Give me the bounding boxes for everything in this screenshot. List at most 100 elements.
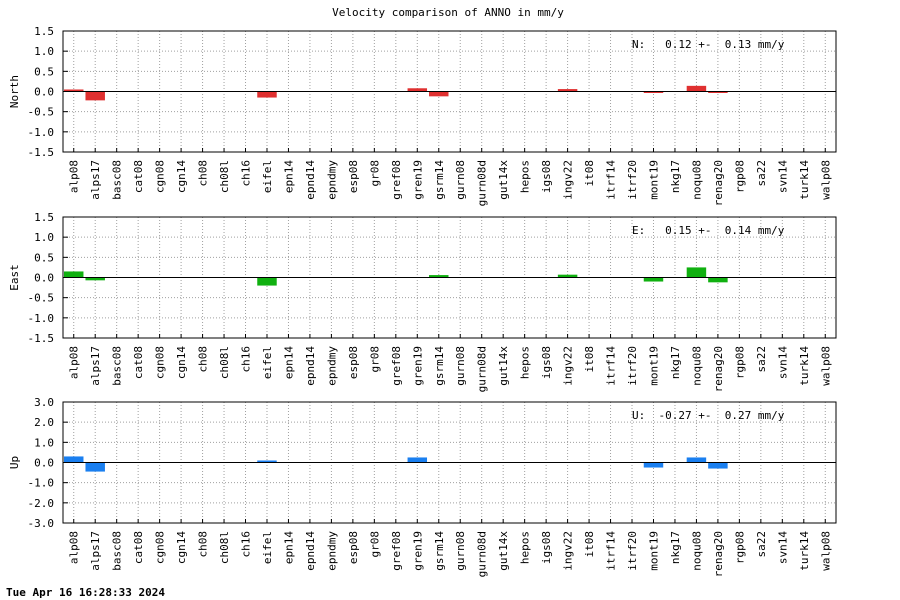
bar-alps17 [85, 462, 105, 472]
x-tick-label: noqu08 [690, 531, 703, 571]
plot-frame [62, 401, 837, 524]
x-tick-label: cat08 [132, 531, 145, 564]
x-tick-label: renag20 [712, 160, 725, 206]
x-tick-label: eifel [261, 531, 274, 564]
x-tick-label: renag20 [712, 346, 725, 392]
x-tick-label: it08 [583, 346, 596, 373]
x-tick-label: gut14x [497, 531, 510, 571]
chart-title: Velocity comparison of ANNO in mm/y [332, 6, 564, 19]
x-tick-label: gurn08d [476, 346, 489, 392]
y-tick-label: -0.5 [28, 292, 55, 305]
x-tick-label: cat08 [132, 160, 145, 193]
x-tick-label: basc08 [111, 346, 124, 386]
x-tick-label: hepos [519, 160, 532, 193]
x-tick-label: turk14 [798, 160, 811, 200]
y-tick-label: 0.0 [34, 272, 54, 285]
bar-eifel [257, 460, 277, 463]
x-tick-label: basc08 [111, 531, 124, 571]
x-tick-label: gr08 [368, 531, 381, 558]
x-tick-label: epndmy [325, 346, 338, 386]
panel-north: -1.5 -1.0 -0.5 0.0 0.5 1.0 1.5 alp08 alps17 basc0… [8, 25, 837, 206]
x-tick-label: noqu08 [690, 160, 703, 200]
x-tick-label: ch08l [218, 160, 231, 193]
x-tick-label: mont19 [647, 160, 660, 200]
y-tick-label: -1.0 [28, 312, 55, 325]
bar-noqu08 [686, 267, 707, 278]
x-tick-label: alp08 [68, 160, 81, 193]
y-tick-label: 0.5 [34, 251, 54, 264]
x-tick-label: alp08 [68, 531, 81, 564]
panel-up: -3.0 -2.0 -1.0 0.0 1.0 2.0 3.0 alp08 alps17 basc0… [8, 396, 837, 577]
x-tick-label: ch08l [218, 346, 231, 379]
x-tick-label: rgp08 [733, 531, 746, 564]
x-tick-label: nkg17 [669, 346, 682, 379]
x-tick-label: alps17 [89, 346, 102, 386]
x-tick-label: nkg17 [669, 531, 682, 564]
x-tick-label: itrf20 [626, 160, 639, 200]
y-tick-label: 0.0 [34, 86, 54, 99]
x-tick-label: ch16 [240, 346, 253, 373]
x-tick-label: gsrm14 [433, 346, 446, 386]
x-tick-label: cat08 [132, 346, 145, 379]
x-tick-label: sa22 [755, 346, 768, 373]
stats-annotation: E: 0.15 +- 0.14 mm/y [632, 224, 785, 237]
bar-alps17 [85, 277, 105, 281]
y-tick-label: -1.5 [28, 146, 55, 159]
bar-alp08 [64, 271, 84, 278]
bar-gren19 [407, 457, 428, 463]
x-tick-label: gurn08 [454, 531, 467, 571]
bar-mont19 [643, 277, 664, 282]
x-tick-label: epn14 [282, 531, 295, 564]
x-tick-label: gut14x [497, 346, 510, 386]
x-tick-label: alps17 [89, 160, 102, 200]
stats-annotation: N: 0.12 +- 0.13 mm/y [632, 38, 785, 51]
y-tick-label: -1.5 [28, 332, 55, 345]
bar-noqu08 [686, 85, 707, 92]
y-axis-label: Up [8, 456, 21, 469]
bar-renag20 [708, 91, 728, 93]
x-tick-label: ch08 [197, 531, 210, 558]
bar-gsrm14 [429, 91, 449, 97]
x-tick-label: gren19 [411, 346, 424, 386]
x-tick-label: cgn08 [154, 160, 167, 193]
x-tick-label: ingv22 [562, 346, 575, 386]
x-tick-label: gref08 [390, 531, 403, 571]
x-tick-label: hepos [519, 346, 532, 379]
x-tick-label: gref08 [390, 346, 403, 386]
x-tick-label: cgn08 [154, 346, 167, 379]
x-tick-label: itrf14 [605, 531, 618, 571]
x-tick-label: itrf14 [605, 346, 618, 386]
panel-east: -1.5 -1.0 -0.5 0.0 0.5 1.0 1.5 alp08 alps17 basc0… [8, 211, 837, 392]
x-tick-label: gsrm14 [433, 160, 446, 200]
y-tick-label: 0.0 [34, 457, 54, 470]
x-tick-label: rgp08 [733, 346, 746, 379]
bar-alp08 [64, 89, 84, 92]
bar-gsrm14 [429, 275, 449, 278]
bar-ingv22 [557, 89, 578, 92]
x-tick-label: eifel [261, 160, 274, 193]
x-tick-label: turk14 [798, 346, 811, 386]
x-tick-label: esp08 [347, 531, 360, 564]
x-tick-label: hepos [519, 531, 532, 564]
x-tick-label: svn14 [776, 160, 789, 193]
x-tick-label: it08 [583, 160, 596, 187]
bar-eifel [257, 91, 277, 98]
y-axis-label: North [8, 75, 21, 108]
y-tick-label: 1.0 [34, 45, 54, 58]
x-tick-label: ch08 [197, 160, 210, 187]
x-tick-label: walp08 [819, 531, 832, 571]
x-tick-label: sa22 [755, 531, 768, 558]
bar-alps17 [85, 91, 105, 101]
y-tick-label: -1.0 [28, 477, 55, 490]
x-tick-label: cgn08 [154, 531, 167, 564]
y-axis-label: East [8, 264, 21, 291]
bar-eifel [257, 277, 277, 286]
x-tick-label: cgn14 [175, 346, 188, 379]
bar-gren19 [407, 88, 428, 92]
x-tick-label: epnd14 [304, 531, 317, 571]
x-tick-label: ingv22 [562, 160, 575, 200]
x-tick-label: svn14 [776, 346, 789, 379]
x-tick-label: epndmy [325, 531, 338, 571]
bar-renag20 [708, 277, 728, 283]
x-tick-label: gsrm14 [433, 531, 446, 571]
